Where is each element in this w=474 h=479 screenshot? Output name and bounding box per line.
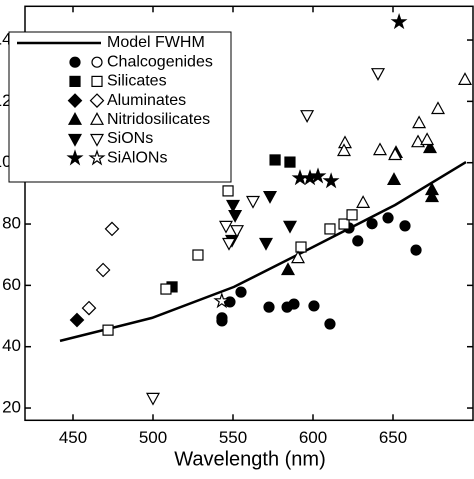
data-point	[410, 244, 422, 256]
data-point-open	[102, 324, 114, 336]
legend-marker	[89, 133, 105, 147]
model-line	[59, 161, 467, 343]
data-point	[322, 172, 340, 189]
legend-marker	[69, 75, 81, 88]
data-point-open	[370, 68, 386, 81]
legend: Model FWHM Chalcogenides Silicates Aluminat…	[8, 31, 232, 183]
data-point	[269, 154, 281, 166]
data-point	[258, 237, 274, 251]
data-point-open	[222, 185, 234, 197]
data-point	[69, 312, 85, 328]
plot-area	[59, 13, 473, 406]
data-point-open	[356, 195, 371, 208]
data-point-open	[145, 392, 161, 406]
data-point-open	[412, 115, 427, 129]
data-point-open	[457, 72, 473, 86]
legend-marker	[67, 93, 83, 108]
data-point	[262, 191, 278, 204]
legend-label: Nitridosilicates	[107, 111, 210, 128]
data-point-open	[81, 300, 97, 316]
data-point-open	[430, 101, 446, 115]
data-point	[308, 300, 320, 312]
data-point	[288, 298, 300, 310]
x-tick-label: 600	[299, 428, 327, 447]
data-point-open	[338, 218, 350, 230]
data-point-open	[192, 249, 204, 261]
data-point	[386, 172, 402, 185]
data-point-open	[95, 262, 111, 278]
x-tick-label: 450	[59, 428, 87, 447]
legend-label: SiAlONs	[107, 149, 167, 166]
y-tick-label: 20	[2, 398, 21, 417]
data-point	[399, 220, 411, 232]
x-tick-label: 550	[219, 428, 247, 447]
legend-marker	[91, 56, 103, 68]
data-point	[382, 212, 394, 224]
data-point	[390, 13, 408, 30]
legend-marker	[89, 93, 105, 108]
y-tick-label: 40	[2, 336, 21, 355]
data-point-open	[245, 195, 261, 209]
data-point-open	[346, 209, 358, 221]
data-point	[282, 220, 298, 234]
data-point-open	[300, 110, 315, 123]
data-point	[263, 301, 275, 313]
data-point-open	[213, 292, 231, 309]
legend-label: SiONs	[107, 130, 153, 147]
data-point-open	[336, 143, 352, 157]
data-point-open	[324, 223, 336, 235]
x-tick-label: 650	[379, 428, 407, 447]
data-point	[235, 286, 247, 298]
plot-frame	[24, 5, 474, 422]
data-point	[352, 235, 364, 247]
data-point	[309, 167, 327, 184]
x-tick-label: 500	[139, 428, 167, 447]
legend-marker	[88, 149, 106, 166]
data-point-open	[104, 221, 120, 237]
data-point	[225, 199, 241, 213]
legend-marker	[89, 112, 105, 125]
data-point-open	[160, 283, 172, 295]
legend-label: Chalcogenides	[107, 53, 213, 70]
data-point-open	[388, 147, 403, 161]
data-point	[424, 189, 440, 203]
data-point-open	[218, 220, 234, 234]
data-point-open	[295, 241, 307, 253]
data-point-open	[290, 250, 306, 264]
data-point	[228, 210, 243, 223]
data-point-open	[372, 142, 388, 156]
legend-marker	[67, 133, 83, 147]
y-tick-label: 80	[2, 214, 21, 233]
data-point	[280, 262, 296, 276]
data-point	[216, 312, 228, 324]
legend-marker	[66, 149, 84, 166]
data-point	[366, 218, 378, 230]
y-tick-label: 60	[2, 275, 21, 294]
data-point-open	[221, 237, 237, 251]
legend-marker	[67, 112, 83, 125]
data-point-open	[229, 225, 245, 238]
data-point	[422, 140, 438, 154]
legend-label: Aluminates	[107, 92, 186, 109]
legend-label: Model FWHM	[107, 34, 205, 51]
legend-marker	[69, 56, 81, 68]
data-point	[324, 318, 336, 330]
legend-box	[8, 31, 232, 183]
legend-marker	[91, 75, 103, 88]
legend-label: Silicates	[107, 73, 167, 90]
x-axis-label: Wavelength (nm)	[174, 448, 326, 470]
data-point	[284, 156, 296, 168]
data-point-open	[420, 132, 435, 146]
